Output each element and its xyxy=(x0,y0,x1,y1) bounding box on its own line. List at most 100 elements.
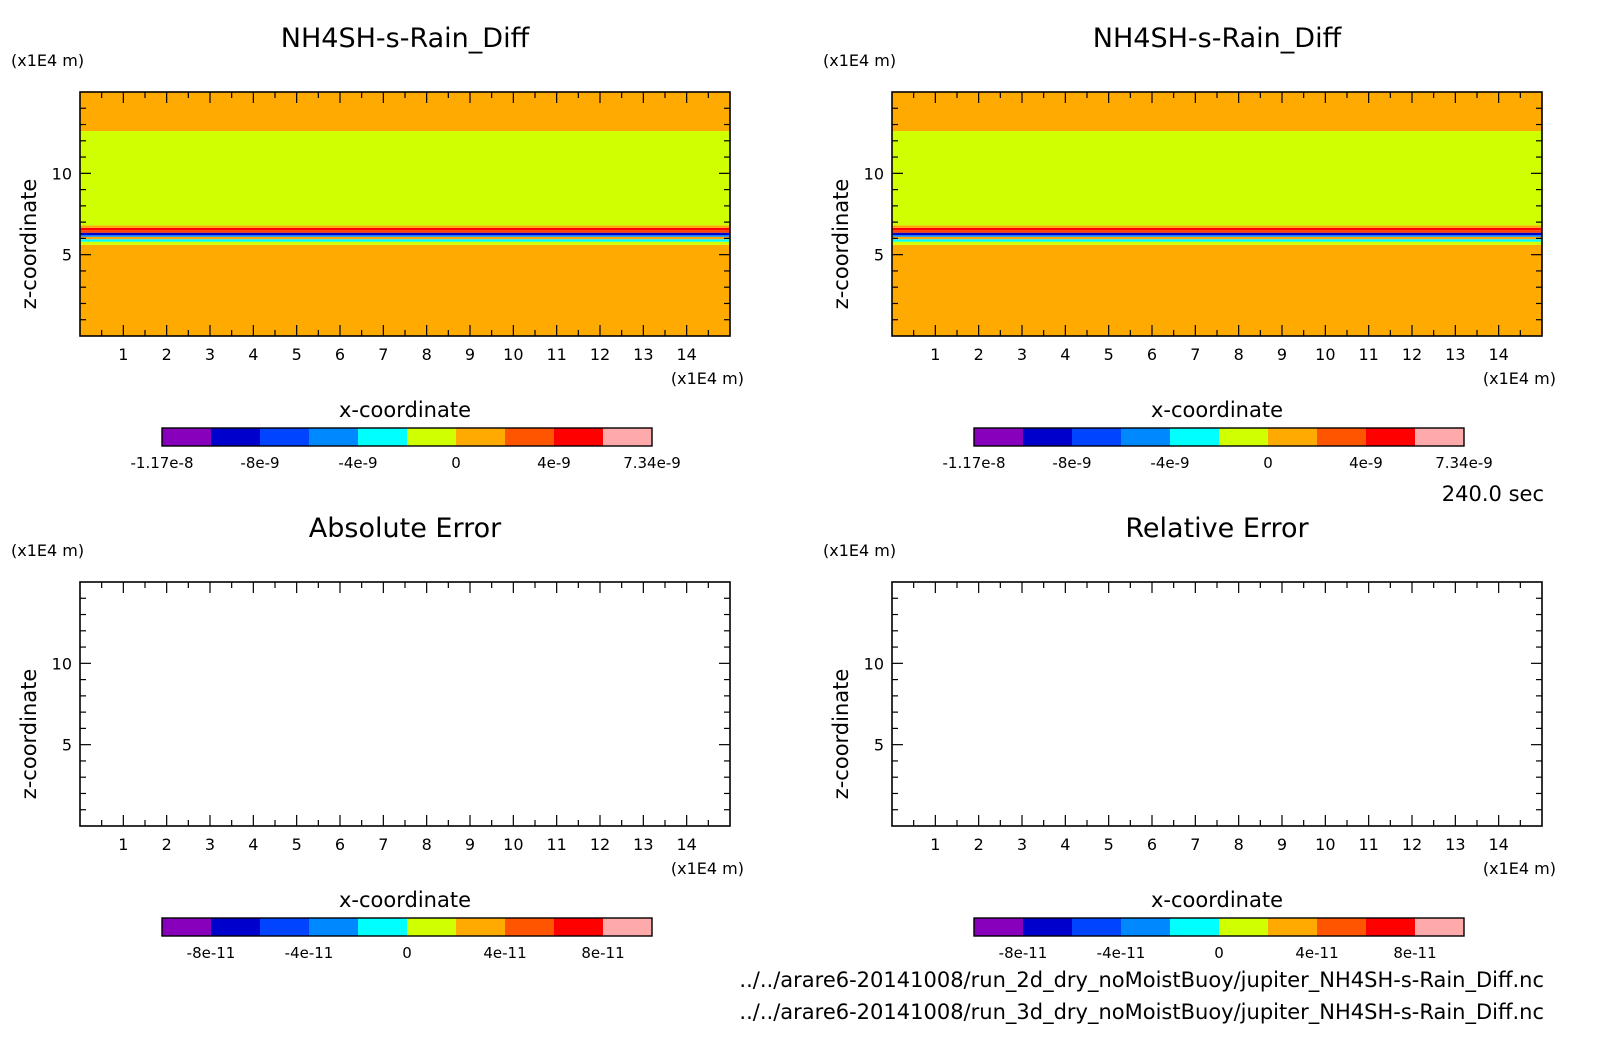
contour-band-9 xyxy=(80,225,730,228)
x-tick-label: 8 xyxy=(1234,835,1244,854)
x-axis-label: x-coordinate xyxy=(1151,398,1283,422)
x-tick-label: 12 xyxy=(1402,345,1422,364)
colorbar-swatch-6 xyxy=(1219,428,1269,446)
colorbar-tick-label: 4e-11 xyxy=(483,944,526,962)
colorbar-swatch-9 xyxy=(554,428,604,446)
x-tick-label: 1 xyxy=(930,835,940,854)
contour-band-11 xyxy=(892,92,1542,132)
x-tick-label: 14 xyxy=(1488,835,1508,854)
colorbar-swatch-7 xyxy=(456,428,506,446)
x-tick-label: 4 xyxy=(248,835,258,854)
colorbar-tick-label: -8e-11 xyxy=(187,944,236,962)
x-tick-label: 9 xyxy=(465,345,475,364)
contour-band-10 xyxy=(892,131,1542,226)
x-tick-label: 13 xyxy=(633,345,653,364)
chart-title: NH4SH-s-Rain_Diff xyxy=(281,23,531,54)
x-tick-label: 5 xyxy=(1104,345,1114,364)
colorbar-swatch-8 xyxy=(1317,918,1367,936)
y-axis-label: z-coordinate xyxy=(829,179,853,310)
x-tick-label: 12 xyxy=(590,835,610,854)
x-tick-label: 13 xyxy=(633,835,653,854)
colorbar-tick-label: -8e-11 xyxy=(999,944,1048,962)
y-axis-label: z-coordinate xyxy=(829,669,853,800)
colorbar-swatch-4 xyxy=(309,428,359,446)
colorbar-swatch-3 xyxy=(1072,918,1122,936)
colorbar-tick-label: 0 xyxy=(402,944,412,962)
y-tick-label: 5 xyxy=(874,736,884,755)
colorbar-tick-label: 4e-9 xyxy=(1349,454,1383,472)
y-tick-label: 10 xyxy=(864,654,884,673)
x-tick-label: 9 xyxy=(1277,345,1287,364)
x-tick-label: 11 xyxy=(546,835,566,854)
panel-1: NH4SH-s-Rain_Diff(x1E4 m)1 2 3 4 5 6 7 8 9 10 11 12… xyxy=(11,23,744,472)
y-tick-label: 5 xyxy=(874,246,884,265)
contour-band-7 xyxy=(892,230,1542,233)
y-tick-label: 10 xyxy=(864,164,884,183)
contour-band-5 xyxy=(892,235,1542,237)
x-axis-label: x-coordinate xyxy=(339,398,471,422)
colorbar-swatch-6 xyxy=(407,428,457,446)
colorbar-swatch-8 xyxy=(505,918,555,936)
contour-band-4 xyxy=(892,236,1542,240)
colorbar-swatch-2 xyxy=(1023,918,1073,936)
y-unit-label: (x1E4 m) xyxy=(823,51,896,70)
contour-band-6 xyxy=(80,232,730,236)
colorbar-swatch-7 xyxy=(1268,918,1318,936)
colorbar-swatch-2 xyxy=(211,428,261,446)
x-tick-label: 7 xyxy=(1190,345,1200,364)
x-axis-label: x-coordinate xyxy=(1151,888,1283,912)
colorbar-swatch-5 xyxy=(358,428,408,446)
y-axis-label: z-coordinate xyxy=(17,669,41,800)
colorbar-frame xyxy=(973,917,1465,937)
contour-band-9 xyxy=(892,225,1542,228)
x-tick-label: 7 xyxy=(1190,835,1200,854)
colorbar-swatch-1 xyxy=(974,428,1024,446)
x-tick-label: 10 xyxy=(503,835,523,854)
contour-band-3 xyxy=(80,239,730,242)
x-unit-label: (x1E4 m) xyxy=(1483,859,1556,878)
x-tick-label: 13 xyxy=(1445,345,1465,364)
colorbar-swatch-1 xyxy=(162,918,212,936)
x-unit-label: (x1E4 m) xyxy=(1483,369,1556,388)
contour-band-5 xyxy=(80,235,730,237)
colorbar-swatch-5 xyxy=(358,918,408,936)
x-tick-label: 5 xyxy=(1104,835,1114,854)
colorbar-swatch-1 xyxy=(974,918,1024,936)
panel-3: Absolute Error(x1E4 m)1 2 3 4 5 6 7 8 9 10 11 12 13 1… xyxy=(11,513,744,962)
colorbar-tick-label: 7.34e-9 xyxy=(623,454,681,472)
y-unit-label: (x1E4 m) xyxy=(11,541,84,560)
colorbar-tick-label: 8e-11 xyxy=(581,944,624,962)
colorbar-swatch-7 xyxy=(456,918,506,936)
contour-band-8 xyxy=(892,227,1542,231)
colorbar-tick-label: 4e-11 xyxy=(1295,944,1338,962)
colorbar-swatch-8 xyxy=(1317,428,1367,446)
x-tick-label: 3 xyxy=(1017,345,1027,364)
colorbar-swatch-2 xyxy=(211,918,261,936)
x-tick-label: 3 xyxy=(205,835,215,854)
colorbar-tick-label: -4e-11 xyxy=(1097,944,1146,962)
x-tick-label: 2 xyxy=(162,345,172,364)
colorbar-tick-label: -4e-9 xyxy=(338,454,377,472)
colorbar-swatch-6 xyxy=(407,918,457,936)
colorbar-tick-label: -8e-9 xyxy=(240,454,279,472)
plot-area xyxy=(80,582,730,826)
colorbar-swatch-10 xyxy=(603,428,653,446)
x-tick-label: 1 xyxy=(118,835,128,854)
x-tick-label: 7 xyxy=(378,835,388,854)
x-tick-label: 6 xyxy=(335,835,345,854)
colorbar-swatch-9 xyxy=(1366,428,1416,446)
colorbar-tick-label: 4e-9 xyxy=(537,454,571,472)
x-tick-label: 11 xyxy=(546,345,566,364)
x-tick-label: 10 xyxy=(1315,835,1335,854)
colorbar-swatch-9 xyxy=(1366,918,1416,936)
colorbar-swatch-4 xyxy=(309,918,359,936)
x-tick-label: 2 xyxy=(162,835,172,854)
x-tick-label: 8 xyxy=(422,345,432,364)
x-tick-label: 4 xyxy=(1060,345,1070,364)
colorbar-swatch-10 xyxy=(603,918,653,936)
contour-band-1 xyxy=(80,244,730,336)
chart-title: Relative Error xyxy=(1125,513,1309,544)
y-unit-label: (x1E4 m) xyxy=(11,51,84,70)
x-tick-label: 13 xyxy=(1445,835,1465,854)
y-tick-label: 10 xyxy=(52,654,72,673)
